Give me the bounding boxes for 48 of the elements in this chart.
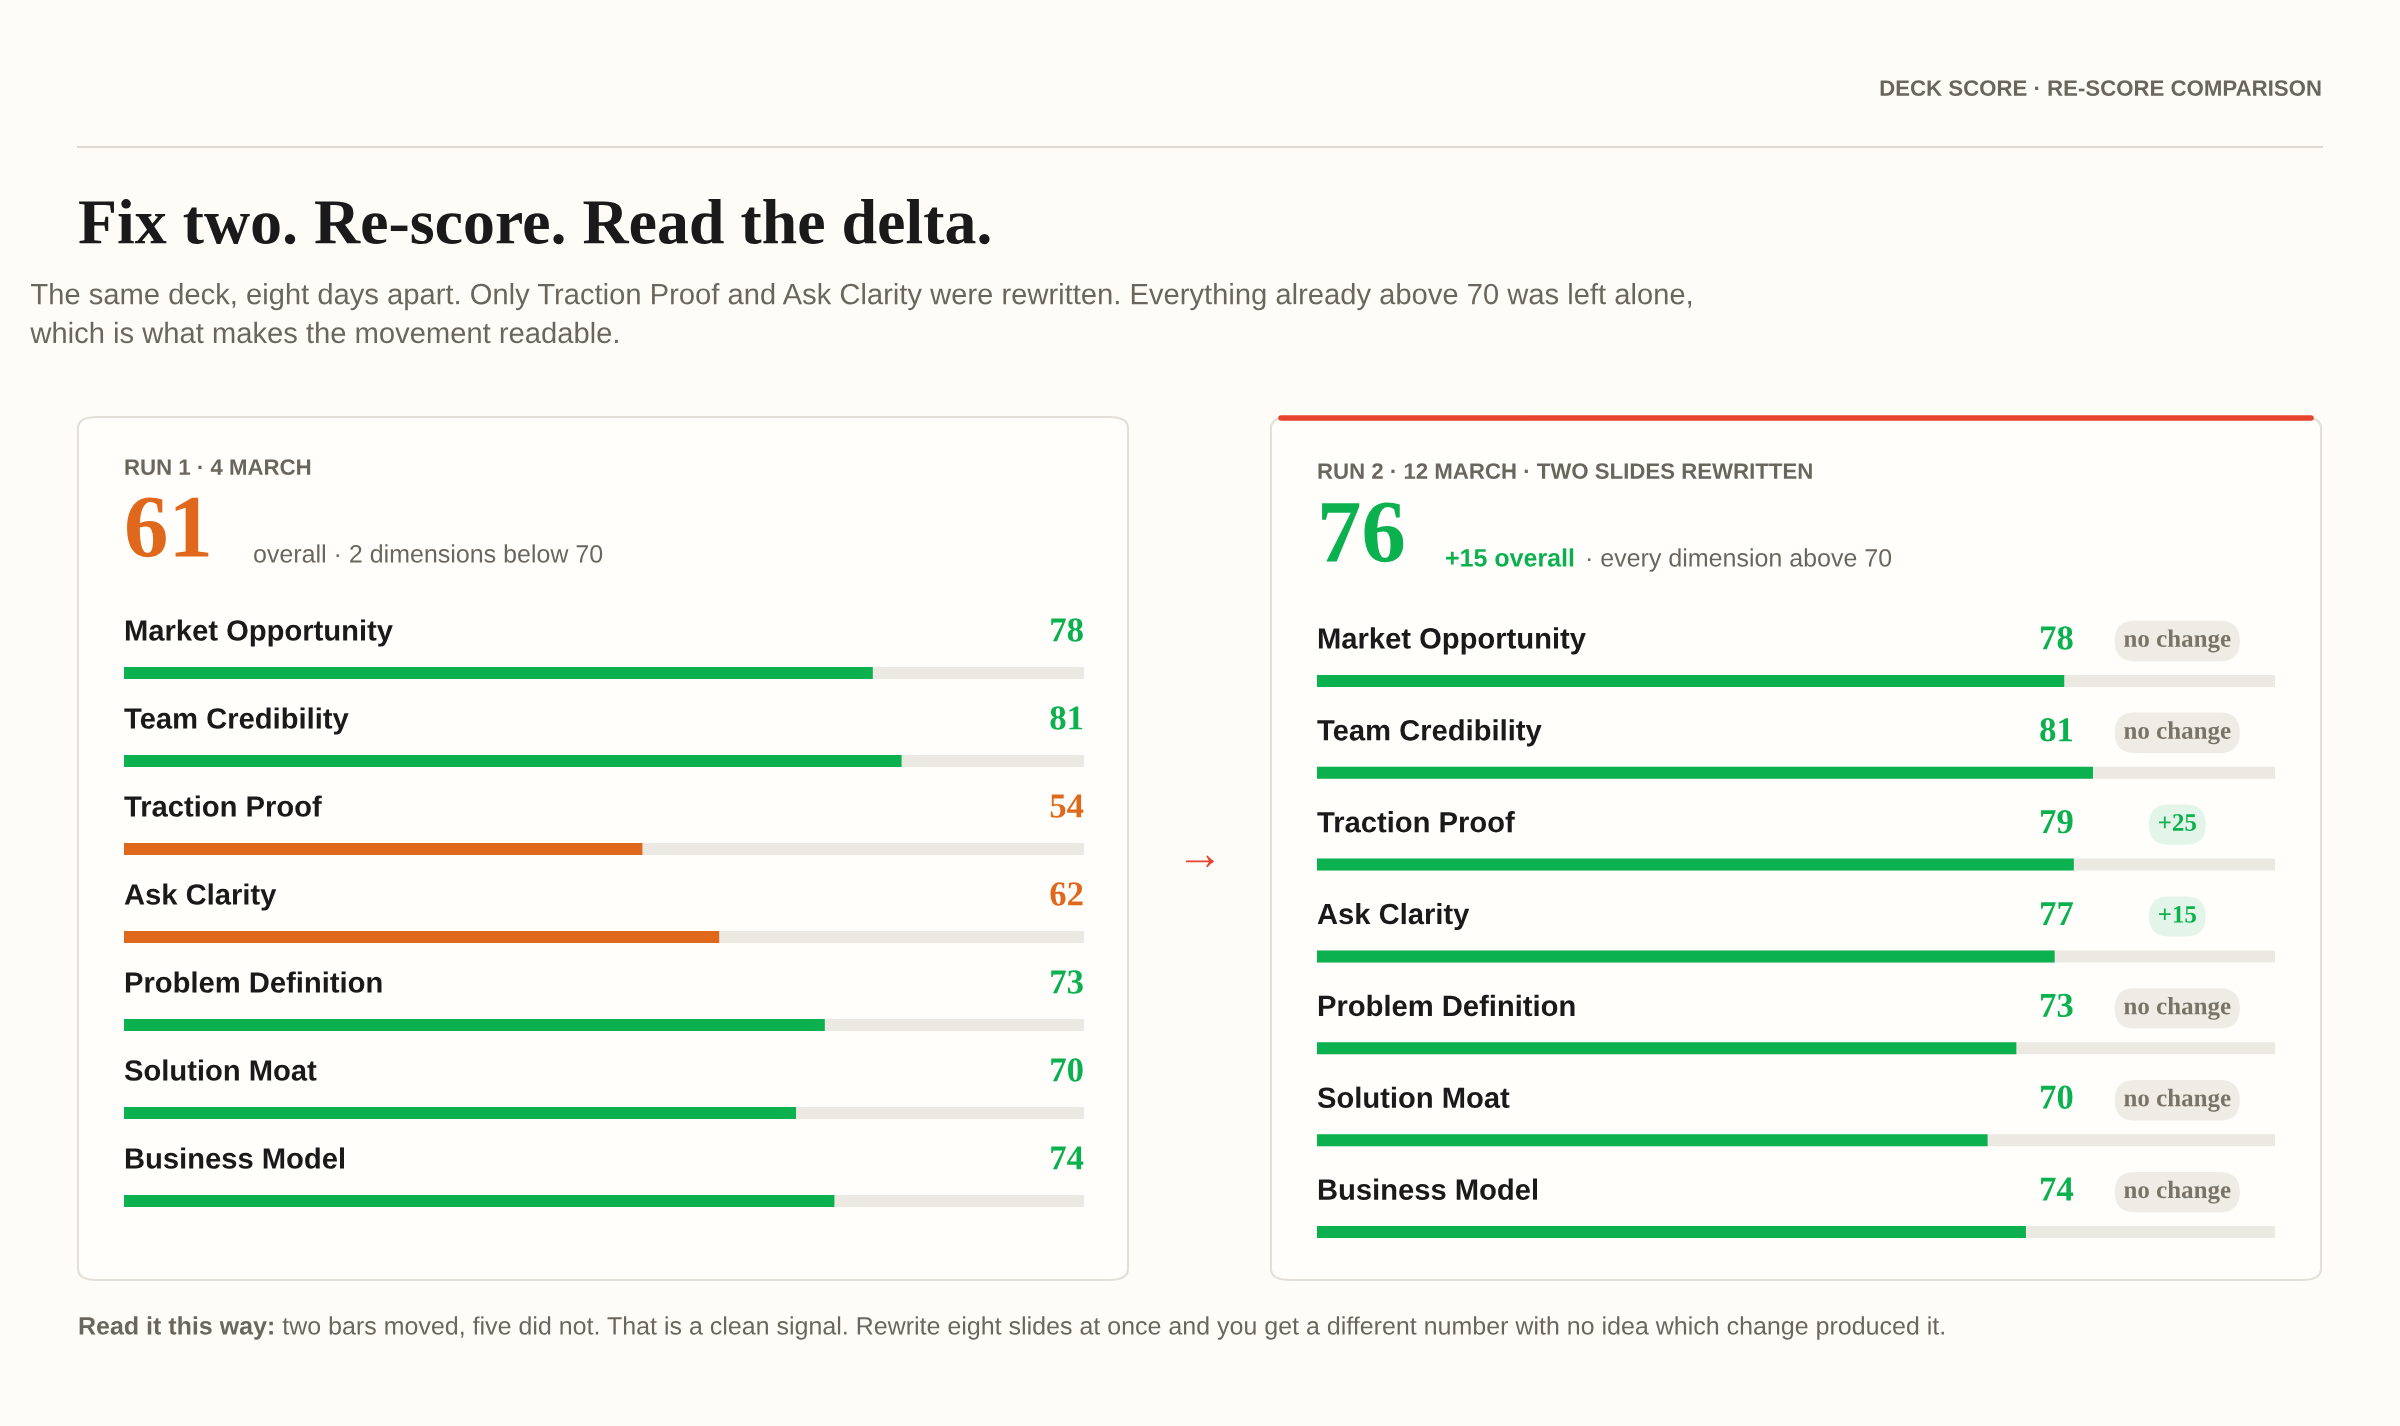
text: DECK SCORE · RE-SCORE COMPARISON [1880, 80, 2321, 96]
data-label: 73 [2041, 993, 2073, 1018]
data-label: 77 [2041, 902, 2073, 925]
data-label: 81 [2040, 718, 2073, 742]
category-label: Solution Moat [1317, 1086, 1510, 1109]
text: +15 overall [1446, 548, 1574, 567]
data-label: 54 [1050, 794, 1084, 818]
data-label: 70 [1051, 1058, 1083, 1082]
text: RUN 1 · 4 MARCH [125, 459, 311, 475]
category-label: Team Credibility [124, 707, 349, 735]
text: two bars moved, five did not. That is a clean signal. Rewrite eight slides at once and you get a different number with no idea which change produced it. [282, 1316, 1944, 1340]
annotation: no change [2124, 1180, 2231, 1204]
data-label: 62 [1050, 882, 1083, 906]
annotation: no change [2124, 1088, 2231, 1112]
category-label: Ask Clarity [124, 883, 277, 911]
category-label: Ask Clarity [1317, 902, 1470, 931]
data-label: 74 [1051, 1146, 1084, 1170]
annotation: no change [2124, 996, 2231, 1020]
chart-title: Fix two. Re-score. Read the delta. [79, 199, 990, 245]
category-label: Team Credibility [1317, 719, 1542, 747]
text: 76 [1322, 502, 1404, 563]
category-label: Market Opportunity [1318, 627, 1586, 655]
category-label: Solution Moat [124, 1059, 317, 1081]
category-label: Business Model [1318, 1178, 1537, 1200]
data-label: 79 [2041, 810, 2073, 834]
category-label: Market Opportunity [125, 619, 393, 647]
annotation: +25 [2158, 814, 2196, 831]
annotation: no change [2124, 721, 2231, 745]
category-label: Traction Proof [124, 795, 322, 817]
data-label: 74 [2041, 1177, 2074, 1201]
category-label: Problem Definition [125, 971, 382, 993]
annotation: no change [2124, 629, 2231, 653]
text: RUN 2 · 12 MARCH · TWO SLIDES REWRITTEN [1318, 463, 1812, 479]
category-label: Problem Definition [1318, 994, 1575, 1017]
text: Read it this way: [79, 1316, 273, 1340]
category-label: Business Model [125, 1147, 344, 1169]
category-label: Traction Proof [1317, 811, 1515, 833]
data-label: 81 [1050, 706, 1083, 730]
chart-subtitle: The same deck, eight days apart. Only Traction Proof and Ask Clarity were rewritten. Everything already above 70 was left alone, which is what makes the movement readable. [30, 283, 1692, 344]
text: · every dimension above 70 [1587, 548, 1892, 572]
data-label: 73 [1051, 970, 1083, 994]
annotation: +15 [2158, 906, 2196, 923]
text: → [1186, 855, 1214, 867]
text: 61 [127, 497, 209, 558]
text: overall · 2 dimensions below 70 [254, 544, 603, 563]
data-label: 70 [2041, 1085, 2073, 1109]
data-label: 78 [2041, 626, 2073, 650]
data-label: 78 [1051, 618, 1083, 642]
